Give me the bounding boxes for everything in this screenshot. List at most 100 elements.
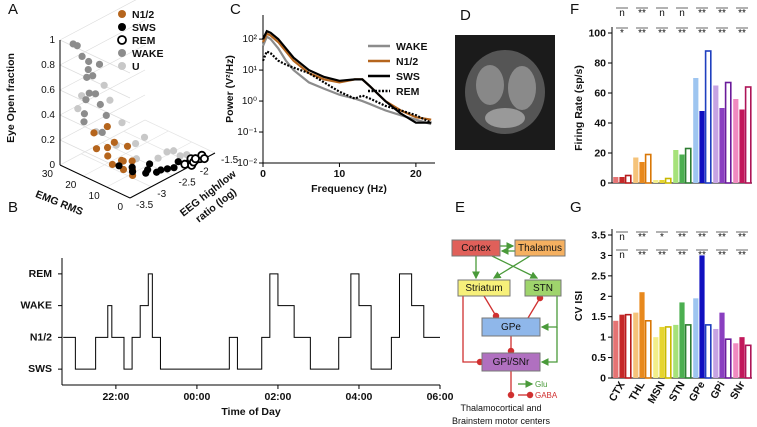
legend-label: U	[132, 61, 140, 73]
y-tick-label: WAKE	[21, 300, 53, 312]
significance: **	[738, 28, 746, 39]
bar	[673, 324, 679, 378]
significance: **	[738, 8, 746, 19]
bar	[719, 312, 725, 378]
significance: **	[678, 28, 686, 39]
node	[451, 239, 501, 257]
edge	[527, 294, 544, 319]
point	[123, 142, 132, 150]
point	[128, 163, 136, 171]
bar	[699, 111, 705, 183]
legend-label: N1/2	[396, 56, 418, 68]
significance: **	[638, 250, 646, 261]
point	[199, 154, 209, 164]
legend-marker	[117, 35, 127, 45]
bar	[619, 314, 625, 378]
point	[106, 96, 114, 104]
point	[176, 152, 184, 160]
significance: **	[638, 8, 646, 19]
bar	[664, 326, 672, 379]
y-tick-label: 1	[600, 332, 606, 344]
x-tick-label: 04:00	[346, 391, 373, 403]
legend-label: WAKE	[396, 41, 428, 53]
grid-line	[59, 19, 146, 66]
bar	[644, 153, 652, 184]
bar	[679, 302, 685, 378]
y-tick-label: 0	[600, 178, 606, 190]
point	[163, 148, 171, 156]
significance: **	[738, 232, 746, 243]
bar	[624, 174, 632, 184]
y-tick-label: 80	[594, 58, 606, 70]
edges	[462, 242, 558, 399]
legend-label: N1/2	[132, 9, 154, 21]
hypnogram	[63, 273, 440, 370]
grid-line	[59, 44, 146, 91]
mri-tissue	[508, 66, 536, 110]
axis-title: Power (V²/Hz)	[224, 55, 236, 123]
y-tick-label: 3.5	[591, 230, 606, 242]
bar	[744, 86, 752, 184]
significance: **	[658, 28, 666, 39]
significance: **	[698, 232, 706, 243]
bar	[613, 320, 619, 378]
significance: **	[738, 250, 746, 261]
significance: **	[658, 250, 666, 261]
legend-label: GABA	[535, 391, 558, 400]
bar	[693, 298, 699, 378]
bar	[713, 328, 719, 378]
point	[82, 96, 90, 104]
point	[73, 42, 81, 50]
series-line	[261, 49, 432, 124]
x-tick-label: -3.5	[136, 200, 154, 211]
axis-line	[59, 164, 131, 199]
x-tick-label: 02:00	[265, 391, 292, 403]
mri-tissue	[476, 65, 504, 105]
point	[80, 118, 88, 126]
significance: **	[698, 8, 706, 19]
legend-label: Glu	[535, 380, 547, 389]
y-tick-label: 60	[594, 88, 606, 100]
panel-letter: G	[570, 199, 582, 216]
point	[96, 100, 104, 109]
x-tick-label: 0	[260, 168, 266, 180]
point	[95, 60, 104, 68]
x-tick-label: 22:00	[102, 391, 129, 403]
series-line	[261, 35, 432, 126]
significance: **	[698, 28, 706, 39]
y-tick-label: 0	[600, 373, 606, 385]
point	[131, 140, 140, 148]
y-tick-label: 30	[42, 169, 54, 180]
z-tick-label: 0.8	[41, 60, 55, 71]
point	[98, 128, 106, 136]
y-tick-label: SWS	[28, 363, 52, 375]
point	[74, 105, 82, 113]
point	[83, 73, 91, 81]
point	[115, 162, 123, 170]
significance: n	[619, 8, 625, 19]
node-label: Thalamus	[518, 243, 562, 254]
significance: **	[698, 250, 706, 261]
axis-title: EMG RMS	[34, 188, 85, 218]
grid-line	[59, 64, 131, 99]
bar	[664, 177, 672, 184]
series-line	[261, 32, 432, 121]
x-tick-label: 06:00	[427, 391, 454, 403]
panel-letter: B	[8, 199, 18, 216]
point	[169, 147, 178, 155]
z-tick-label: 0.2	[41, 135, 55, 146]
x-tick-label: MSN	[646, 380, 668, 406]
bar	[633, 312, 639, 378]
y-tick-label: REM	[29, 268, 53, 280]
point	[89, 72, 97, 80]
significance: n	[619, 232, 625, 243]
bar	[624, 313, 632, 379]
axis-title: Firing Rate (sp/s)	[573, 65, 585, 151]
caption: Brainstem motor centers	[452, 416, 551, 426]
point	[78, 52, 86, 61]
significance: n	[659, 8, 665, 19]
x-tick-label: GPe	[687, 379, 708, 403]
grid-line	[59, 89, 131, 124]
bar	[659, 180, 665, 183]
